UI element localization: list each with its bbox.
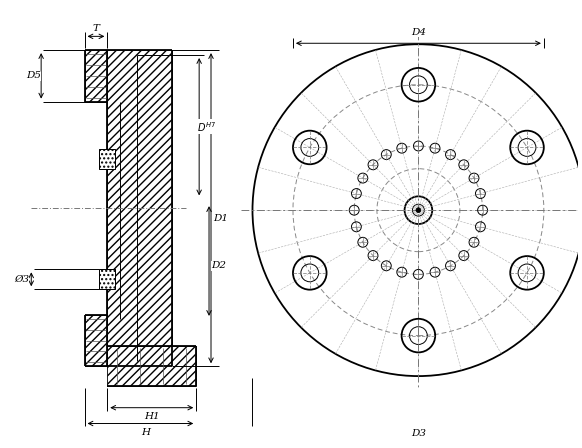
Bar	[107, 50, 172, 366]
Text: D2: D2	[211, 262, 226, 271]
Text: T: T	[93, 24, 100, 33]
Text: H1: H1	[144, 412, 159, 421]
Bar	[100, 149, 115, 169]
Text: D4: D4	[411, 28, 426, 37]
Text: $D^{H7}$: $D^{H7}$	[197, 120, 217, 134]
Bar	[84, 315, 107, 366]
Text: D3: D3	[411, 429, 426, 438]
Text: D1: D1	[214, 214, 228, 223]
Bar	[107, 346, 196, 386]
Circle shape	[416, 208, 421, 213]
Bar	[100, 269, 115, 289]
Text: H: H	[141, 428, 150, 437]
Bar	[84, 50, 107, 102]
Text: D5: D5	[26, 71, 41, 80]
Text: Ø3: Ø3	[14, 275, 29, 284]
